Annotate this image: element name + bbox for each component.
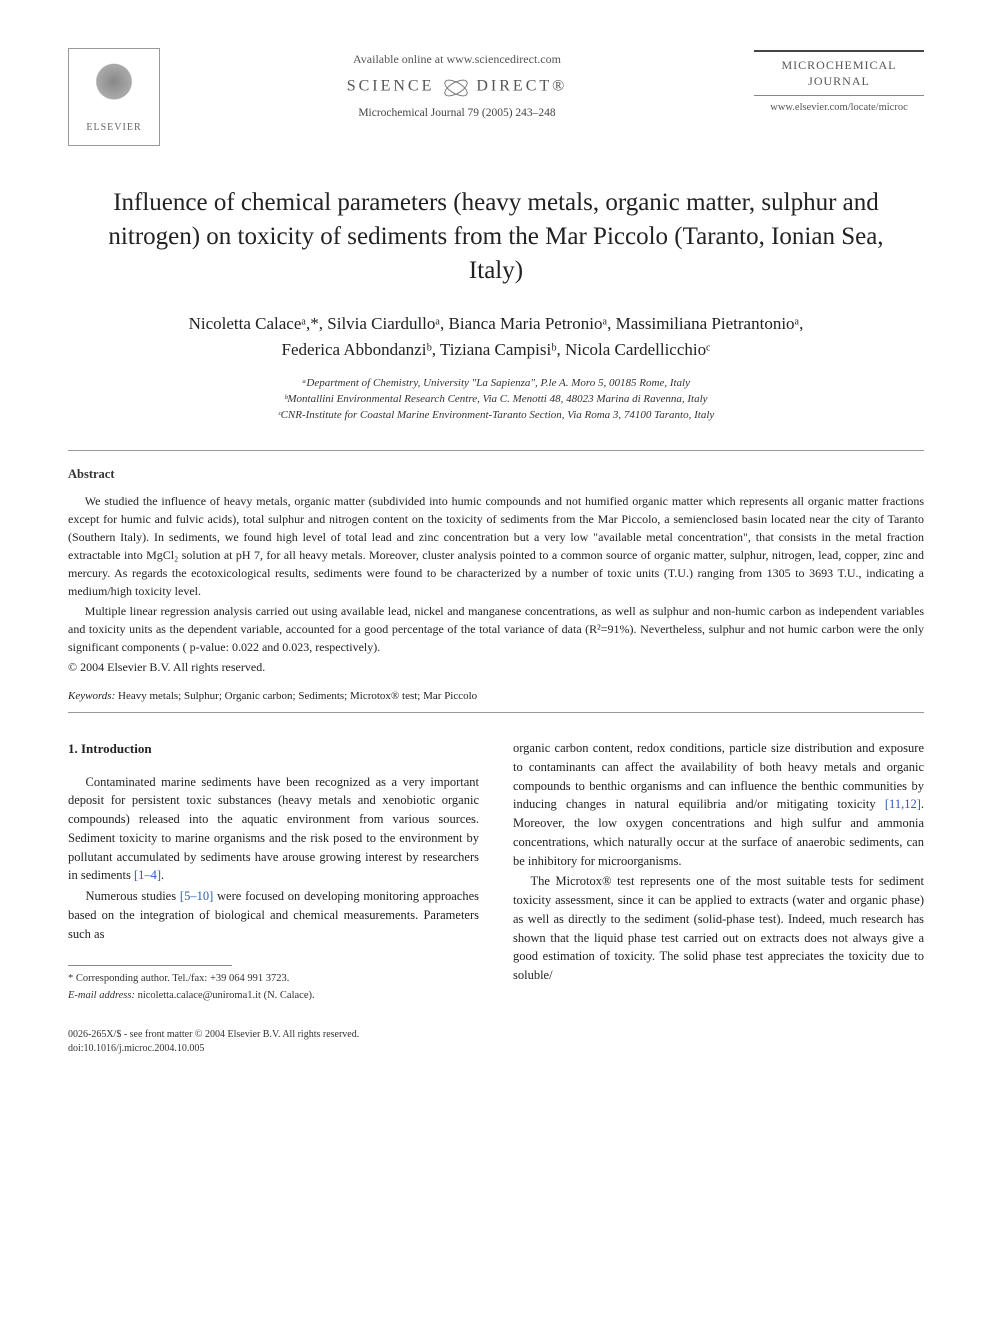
sd-right: DIRECT® (476, 78, 567, 95)
journal-reference: Microchemical Journal 79 (2005) 243–248 (160, 107, 754, 119)
keywords-line: Keywords: Heavy metals; Sulphur; Organic… (68, 690, 924, 702)
journal-name-line1: MICROCHEMICAL (754, 58, 924, 74)
journal-box: MICROCHEMICAL JOURNAL www.elsevier.com/l… (754, 48, 924, 113)
elsevier-tree-icon (90, 62, 138, 118)
keywords-label: Keywords: (68, 690, 115, 702)
atom-icon (441, 77, 469, 97)
available-online-line: Available online at www.sciencedirect.co… (160, 52, 754, 67)
section-1-heading: 1. Introduction (68, 739, 479, 759)
front-matter-line1: 0026-265X/$ - see front matter © 2004 El… (68, 1028, 479, 1042)
journal-box-rule-top (754, 50, 924, 52)
authors-line-2: Federica Abbondanziᵇ, Tiziana Campisiᵇ, … (92, 337, 900, 363)
publisher-logo: ELSEVIER (68, 48, 160, 146)
abstract-body: We studied the influence of heavy metals… (68, 492, 924, 676)
intro-left-p1-text: Contaminated marine sediments have been … (68, 775, 479, 883)
sd-left: SCIENCE (347, 78, 435, 95)
authors-block: Nicoletta Calaceᵃ,*, Silvia Ciardulloᵃ, … (92, 311, 900, 362)
abstract-bottom-rule (68, 712, 924, 713)
affiliation-a: ᵃDepartment of Chemistry, University "La… (68, 376, 924, 392)
corresponding-author-note: * Corresponding author. Tel./fax: +39 06… (68, 972, 479, 987)
intro-left-p2a: Numerous studies (86, 889, 180, 903)
abstract-copyright: © 2004 Elsevier B.V. All rights reserved… (68, 658, 924, 676)
intro-right-p2: The Microtox® test represents one of the… (513, 872, 924, 985)
affiliations-block: ᵃDepartment of Chemistry, University "La… (68, 376, 924, 424)
article-title: Influence of chemical parameters (heavy … (98, 186, 894, 287)
intro-right-p1: organic carbon content, redox conditions… (513, 739, 924, 870)
journal-box-rule-bottom (754, 95, 924, 96)
abstract-p1: We studied the influence of heavy metals… (68, 492, 924, 600)
journal-url: www.elsevier.com/locate/microc (754, 102, 924, 113)
authors-line-1: Nicoletta Calaceᵃ,*, Silvia Ciardulloᵃ, … (92, 311, 900, 337)
header-row: ELSEVIER Available online at www.science… (68, 48, 924, 146)
journal-name-line2: JOURNAL (754, 74, 924, 90)
intro-left-p1: Contaminated marine sediments have been … (68, 773, 479, 886)
center-header: Available online at www.sciencedirect.co… (160, 48, 754, 119)
two-column-body: 1. Introduction Contaminated marine sedi… (68, 739, 924, 1056)
ref-link-1-4[interactable]: [1–4] (134, 868, 161, 882)
affiliation-c: ᶜCNR-Institute for Coastal Marine Enviro… (68, 408, 924, 424)
front-matter-block: 0026-265X/$ - see front matter © 2004 El… (68, 1028, 479, 1056)
abstract-p2: Multiple linear regression analysis carr… (68, 602, 924, 656)
abstract-top-rule (68, 450, 924, 451)
keywords-text: Heavy metals; Sulphur; Organic carbon; S… (115, 690, 477, 702)
footnote-rule (68, 965, 232, 966)
intro-left-p2: Numerous studies [5–10] were focused on … (68, 887, 479, 943)
publisher-label: ELSEVIER (86, 122, 141, 133)
email-label: E-mail address: (68, 990, 135, 1001)
left-column: 1. Introduction Contaminated marine sedi… (68, 739, 479, 1056)
sciencedirect-logo: SCIENCE DIRECT® (160, 77, 754, 97)
right-column: organic carbon content, redox conditions… (513, 739, 924, 1056)
email-value: nicoletta.calace@uniroma1.it (N. Calace)… (135, 990, 315, 1001)
ref-link-11-12[interactable]: [11,12] (885, 797, 921, 811)
affiliation-b: ᵇMontallini Environmental Research Centr… (68, 392, 924, 408)
intro-right-p1a: organic carbon content, redox conditions… (513, 741, 924, 811)
page-root: ELSEVIER Available online at www.science… (0, 0, 992, 1096)
doi-line: doi:10.1016/j.microc.2004.10.005 (68, 1042, 479, 1056)
footnotes-block: * Corresponding author. Tel./fax: +39 06… (68, 972, 479, 1003)
email-line: E-mail address: nicoletta.calace@uniroma… (68, 989, 479, 1004)
intro-left-p1-end: . (161, 868, 164, 882)
ref-link-5-10[interactable]: [5–10] (180, 889, 213, 903)
abstract-heading: Abstract (68, 467, 924, 482)
